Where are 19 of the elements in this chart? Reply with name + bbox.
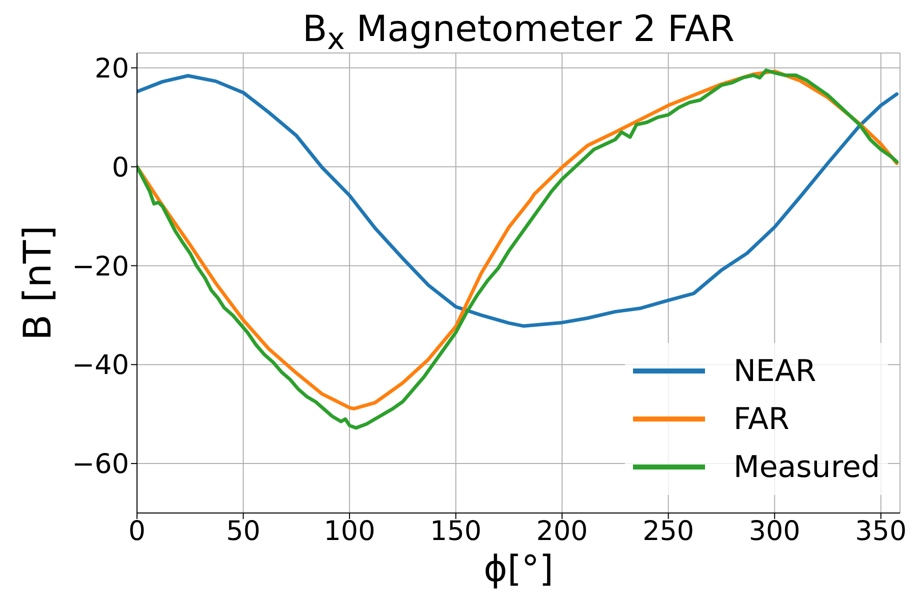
- y-tick-label: 20: [94, 53, 129, 84]
- x-tick-label: 300: [748, 516, 800, 548]
- y-tick-label: −40: [72, 350, 129, 382]
- legend-label: Measured: [733, 450, 880, 484]
- legend-label: FAR: [733, 402, 790, 436]
- x-tick-label: 150: [430, 516, 482, 548]
- x-tick-label: 250: [642, 516, 694, 548]
- legend-label: NEAR: [733, 354, 816, 388]
- x-tick-label: 50: [226, 516, 260, 548]
- y-tick-label: 0: [112, 152, 129, 184]
- x-tick-label: 100: [324, 516, 376, 548]
- chart-title: B$_{x}$ Magnetometer 2 FAR: [301, 8, 736, 60]
- x-tick-label: 200: [536, 516, 588, 548]
- y-tick-label: −20: [72, 251, 129, 282]
- y-axis-title: B [nT]: [15, 225, 60, 341]
- y-tick-label: −60: [72, 449, 129, 480]
- line-series: [137, 74, 899, 328]
- x-axis-title: ϕ[°]: [484, 549, 554, 590]
- x-tick-label: 350: [855, 516, 907, 548]
